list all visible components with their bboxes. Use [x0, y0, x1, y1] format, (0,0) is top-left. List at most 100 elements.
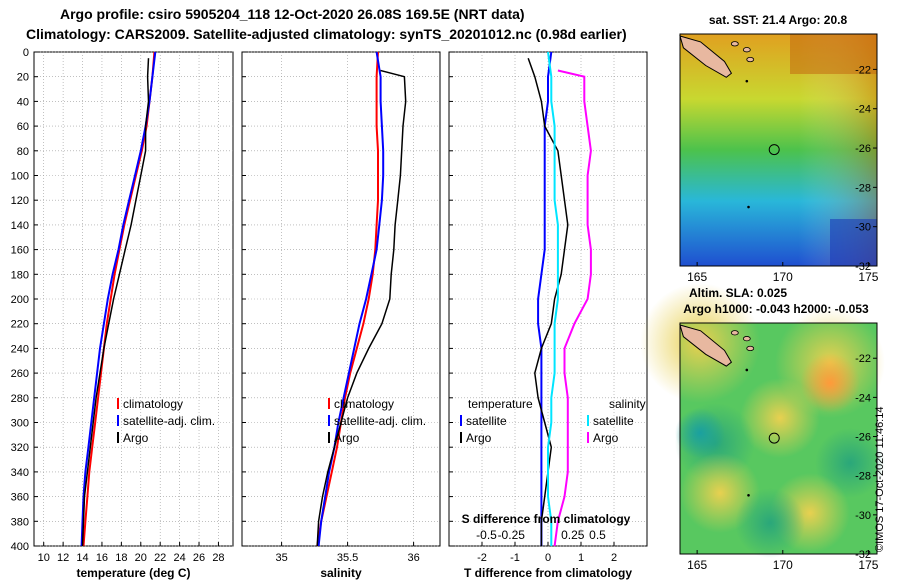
depth-tick-label: 20 — [17, 72, 29, 84]
difference-s-tick-label: -0.5 — [476, 528, 497, 542]
temperature-legend-label: satellite-adj. clim. — [123, 414, 215, 428]
small-island — [745, 368, 749, 372]
difference-t-legend-label: Argo — [466, 431, 492, 445]
title-line-1: Argo profile: csiro 5905204_118 12-Oct-2… — [60, 6, 525, 22]
depth-tick-label: 300 — [11, 418, 29, 430]
salinity-legend-label: climatology — [334, 397, 394, 411]
loyalty-island — [742, 336, 751, 342]
title-line-2: Climatology: CARS2009. Satellite-adjuste… — [26, 26, 627, 42]
norfolk-island — [747, 205, 750, 209]
difference-xtick-label: -1 — [510, 552, 520, 564]
difference-panel — [448, 51, 648, 547]
temperature-xtick-label: 12 — [57, 552, 69, 564]
difference-legend-s-title: salinity — [609, 397, 646, 411]
difference-series-s-argo — [553, 69, 592, 547]
sst-map-title: sat. SST: 21.4 Argo: 20.8 — [709, 13, 848, 27]
sst_map-lon-label: 165 — [687, 270, 707, 284]
depth-tick-label: 400 — [11, 541, 29, 553]
salinity-series-climatology — [316, 51, 379, 547]
sst_map-lat-label: -28 — [855, 182, 871, 194]
difference-xtick-label: -2 — [477, 552, 487, 564]
difference-s-xlabel: S difference from climatology — [462, 512, 631, 526]
sst-cold-patch — [830, 219, 877, 266]
sla-map-title: Altim. SLA: 0.025 — [689, 286, 787, 300]
temperature-panel — [33, 51, 234, 547]
depth-tick-label: 360 — [11, 492, 29, 504]
difference-s-tick-label: 0.5 — [589, 528, 606, 542]
difference-xtick-label: 2 — [611, 552, 617, 564]
depth-tick-label: 280 — [11, 393, 29, 405]
difference-legend-t-title: temperature — [468, 397, 533, 411]
sla_map-frame — [679, 322, 878, 555]
salinity-xlabel: salinity — [320, 566, 362, 580]
depth-tick-label: 0 — [23, 47, 29, 59]
sla-anomaly-patch — [740, 378, 820, 458]
temperature-series-argo — [81, 58, 150, 547]
sst_map-lat-label: -32 — [855, 261, 871, 273]
temperature-xtick-label: 20 — [135, 552, 147, 564]
loyalty-island — [742, 47, 751, 53]
sla_map-lat-label: -28 — [855, 471, 871, 483]
depth-tick-label: 120 — [11, 195, 29, 207]
difference-xtick-label: 0 — [545, 552, 551, 564]
salinity-xtick-label: 35.5 — [337, 552, 358, 564]
depth-tick-label: 100 — [11, 171, 29, 183]
difference-series-s-satellite — [547, 51, 559, 546]
depth-tick-label: 200 — [11, 294, 29, 306]
temperature-xtick-label: 26 — [193, 552, 205, 564]
temperature-series-satellite — [80, 51, 157, 547]
difference-s-tick-label: 0.25 — [561, 528, 585, 542]
temperature-xtick-label: 16 — [96, 552, 108, 564]
difference-xtick-label: 1 — [578, 552, 584, 564]
sla_map-lat-label: -32 — [855, 549, 871, 561]
sla_map-lon-label: 175 — [858, 558, 878, 572]
depth-tick-label: 60 — [17, 121, 29, 133]
sla_map-lat-label: -30 — [855, 510, 871, 522]
salinity-xtick-label: 35 — [275, 552, 287, 564]
depth-tick-label: 240 — [11, 343, 29, 355]
depth-tick-label: 320 — [11, 442, 29, 454]
sst_map-lat-label: -22 — [855, 64, 871, 76]
salinity-series-satellite — [317, 51, 385, 547]
depth-tick-label: 340 — [11, 467, 29, 479]
depth-tick-label: 180 — [11, 269, 29, 281]
difference-s-legend-label: Argo — [593, 431, 619, 445]
sla_map-lat-label: -22 — [855, 353, 871, 365]
small-island — [745, 79, 749, 83]
temperature-legend-label: climatology — [123, 397, 183, 411]
difference-s-tick-label: -0.25 — [498, 528, 526, 542]
sla-anomaly-patch — [800, 353, 860, 413]
salinity-legend-label: Argo — [334, 431, 360, 445]
loyalty-island — [746, 56, 755, 63]
temperature-xtick-label: 24 — [173, 552, 185, 564]
difference-s-legend-label: satellite — [593, 414, 634, 428]
salinity-series-argo — [316, 69, 407, 547]
depth-tick-label: 160 — [11, 245, 29, 257]
temperature-xtick-label: 10 — [38, 552, 50, 564]
temperature-xlabel: temperature (deg C) — [76, 566, 190, 580]
depth-tick-label: 260 — [11, 368, 29, 380]
sst_map-profile-marker — [768, 144, 780, 156]
sst_map-frame — [679, 33, 878, 267]
depth-tick-label: 80 — [17, 146, 29, 158]
sla_map-lat-label: -24 — [855, 392, 871, 404]
temperature-legend-label: Argo — [123, 431, 149, 445]
sla-anomaly-patch — [735, 488, 805, 558]
norfolk-island — [747, 493, 750, 497]
sst-warm-patch — [790, 34, 877, 74]
difference-xlabel: T difference from climatology — [464, 566, 632, 580]
temperature-xtick-label: 18 — [115, 552, 127, 564]
sst_map-lat-label: -24 — [855, 104, 871, 116]
depth-tick-label: 220 — [11, 319, 29, 331]
loyalty-island — [730, 330, 739, 336]
sla_map-lon-label: 165 — [687, 558, 707, 572]
temperature-xtick-label: 22 — [154, 552, 166, 564]
sla_map — [640, 283, 885, 558]
depth-tick-label: 380 — [11, 516, 29, 528]
difference-series-t-argo — [527, 57, 569, 546]
sst_map-lat-label: -26 — [855, 143, 871, 155]
depth-tick-label: 140 — [11, 220, 29, 232]
new-caledonia-land — [679, 35, 733, 78]
sla_map-lat-label: -26 — [855, 432, 871, 444]
